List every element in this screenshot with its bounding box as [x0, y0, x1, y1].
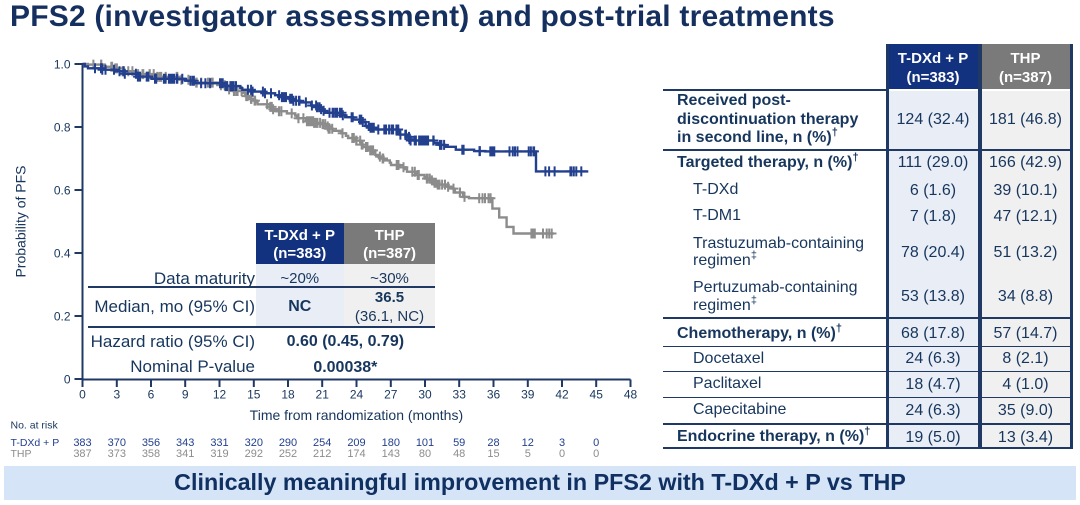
svg-text:27: 27 — [384, 387, 398, 401]
svg-text:39: 39 — [521, 387, 535, 401]
svg-text:42: 42 — [555, 387, 569, 401]
svg-text:0: 0 — [559, 448, 565, 460]
svg-text:48: 48 — [624, 387, 638, 401]
svg-text:0: 0 — [593, 448, 599, 460]
svg-text:101: 101 — [416, 437, 434, 449]
svg-text:319: 319 — [210, 448, 228, 460]
svg-text:0.4: 0.4 — [54, 246, 71, 260]
svg-text:3: 3 — [559, 437, 565, 449]
svg-text:15: 15 — [487, 448, 499, 460]
svg-text:36: 36 — [487, 387, 501, 401]
svg-text:Time from randomization (month: Time from randomization (months) — [250, 407, 463, 423]
svg-text:370: 370 — [108, 437, 126, 449]
svg-text:No. at risk: No. at risk — [11, 419, 59, 431]
svg-text:0.8: 0.8 — [54, 120, 71, 134]
svg-text:0: 0 — [593, 437, 599, 449]
svg-text:24: 24 — [350, 387, 364, 401]
svg-text:0.2: 0.2 — [54, 309, 71, 323]
svg-text:9: 9 — [182, 387, 189, 401]
svg-text:18: 18 — [281, 387, 295, 401]
svg-text:252: 252 — [279, 448, 297, 460]
svg-text:1.0: 1.0 — [54, 57, 71, 71]
svg-text:45: 45 — [590, 387, 604, 401]
svg-text:6: 6 — [148, 387, 155, 401]
svg-text:343: 343 — [176, 437, 194, 449]
svg-text:80: 80 — [419, 448, 431, 460]
svg-text:12: 12 — [213, 387, 227, 401]
svg-text:212: 212 — [313, 448, 331, 460]
svg-text:290: 290 — [279, 437, 297, 449]
svg-text:373: 373 — [108, 448, 126, 460]
svg-text:383: 383 — [73, 437, 91, 449]
svg-text:331: 331 — [210, 437, 228, 449]
svg-text:28: 28 — [487, 437, 499, 449]
svg-text:0: 0 — [79, 387, 86, 401]
svg-text:387: 387 — [73, 448, 91, 460]
svg-text:320: 320 — [245, 437, 263, 449]
svg-text:209: 209 — [347, 437, 365, 449]
svg-text:254: 254 — [313, 437, 331, 449]
svg-text:59: 59 — [453, 437, 465, 449]
svg-text:356: 356 — [142, 437, 160, 449]
svg-text:48: 48 — [453, 448, 465, 460]
svg-text:15: 15 — [247, 387, 261, 401]
svg-text:174: 174 — [347, 448, 365, 460]
svg-text:341: 341 — [176, 448, 194, 460]
svg-text:180: 180 — [382, 437, 400, 449]
svg-text:33: 33 — [453, 387, 467, 401]
svg-text:21: 21 — [316, 387, 330, 401]
svg-text:0.6: 0.6 — [54, 183, 71, 197]
svg-text:292: 292 — [245, 448, 263, 460]
svg-text:0: 0 — [64, 372, 71, 386]
svg-text:143: 143 — [382, 448, 400, 460]
svg-text:30: 30 — [418, 387, 432, 401]
svg-text:5: 5 — [525, 448, 531, 460]
svg-text:THP: THP — [11, 448, 32, 460]
svg-text:12: 12 — [522, 437, 534, 449]
svg-text:T-DXd + P: T-DXd + P — [11, 437, 60, 449]
svg-text:358: 358 — [142, 448, 160, 460]
svg-text:3: 3 — [113, 387, 120, 401]
svg-text:Probability of PFS: Probability of PFS — [13, 165, 29, 277]
